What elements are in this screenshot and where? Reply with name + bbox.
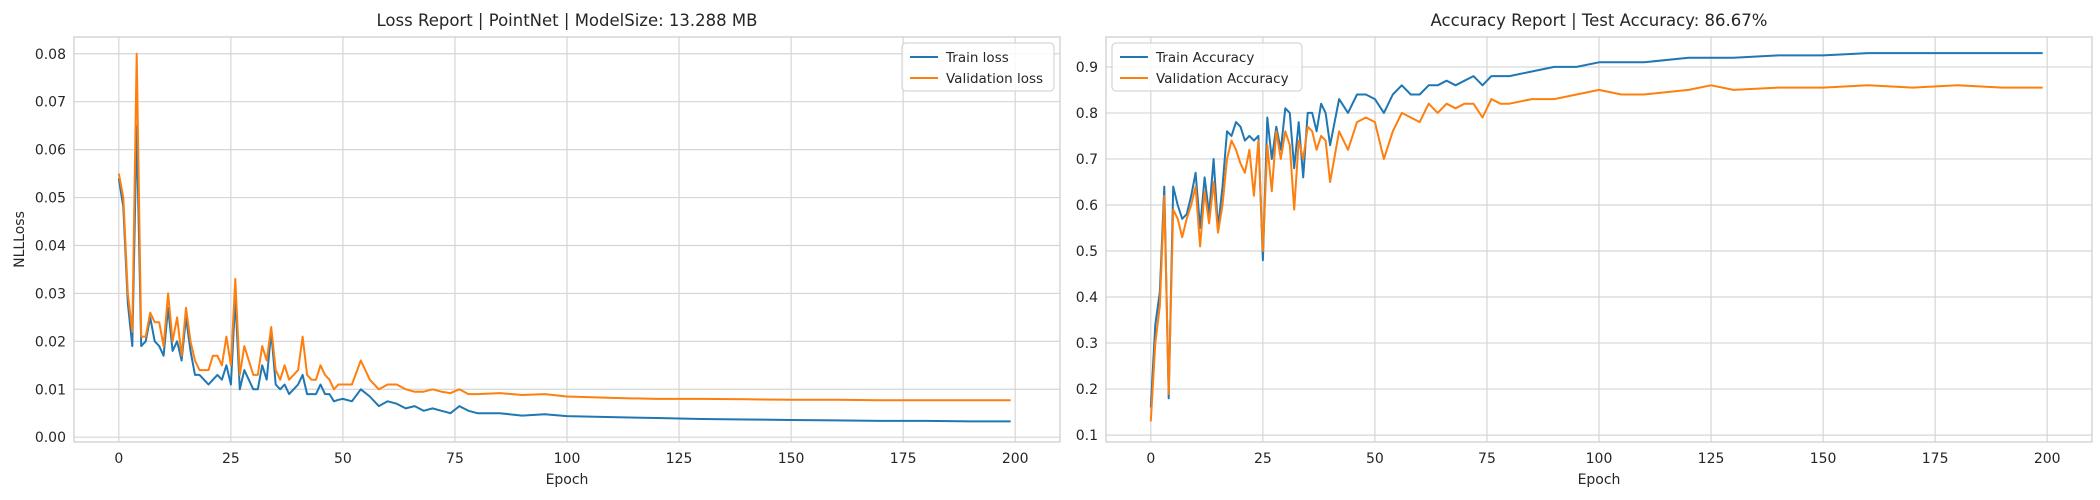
y-axis-label: NLLLoss: [12, 211, 28, 268]
x-tick-label: 0: [1146, 451, 1155, 467]
x-axis-label: Epoch: [1578, 472, 1621, 488]
legend-label: Validation loss: [946, 71, 1043, 87]
y-tick-label: 0.6: [1076, 198, 1098, 214]
y-tick-label: 0.02: [35, 334, 66, 350]
y-tick-label: 0.06: [35, 143, 66, 159]
x-tick-label: 25: [1254, 451, 1272, 467]
chart-title: Loss Report | PointNet | ModelSize: 13.2…: [377, 11, 758, 30]
y-tick-label: 0.03: [35, 286, 66, 302]
series-line-train: [1149, 52, 2043, 408]
y-tick-label: 0.08: [35, 47, 66, 63]
x-tick-label: 150: [778, 451, 805, 467]
legend: Train Accuracy Validation Accuracy: [1111, 42, 1303, 92]
series-line-validation: [117, 52, 1011, 402]
y-tick-label: 0.01: [35, 382, 66, 398]
y-tick-label: 0.04: [35, 238, 66, 254]
series-line-validation: [1149, 84, 2043, 422]
y-tick-label: 0.1: [1076, 428, 1098, 444]
y-tick-label: 0.2: [1076, 382, 1098, 398]
plot-frame: [1105, 36, 2093, 443]
y-tick-label: 0.05: [35, 191, 66, 207]
legend: Train loss Validation loss: [901, 42, 1055, 92]
x-tick-label: 0: [114, 451, 123, 467]
x-tick-label: 75: [1478, 451, 1496, 467]
y-tick-label: 0.9: [1076, 60, 1098, 76]
x-tick-label: 125: [1698, 451, 1725, 467]
legend-box: [1111, 42, 1303, 92]
x-tick-label: 175: [1922, 451, 1949, 467]
legend-box: [901, 42, 1055, 92]
chart-title: Accuracy Report | Test Accuracy: 86.67%: [1431, 11, 1768, 30]
y-tick-label: 0.7: [1076, 152, 1098, 168]
y-tick-label: 0.5: [1076, 244, 1098, 260]
y-tick-label: 0.3: [1076, 336, 1098, 352]
x-tick-label: 175: [890, 451, 917, 467]
x-tick-label: 100: [554, 451, 581, 467]
legend-label: Validation Accuracy: [1156, 71, 1289, 87]
chart-panel-2: 0 25 50 75 100 125 150 175 200 0.1 0.2 0.3 0.4 0.5 0.6…: [1076, 11, 2093, 488]
y-tick-label: 0.8: [1076, 106, 1098, 122]
x-tick-label: 200: [2034, 451, 2061, 467]
chart-panel-1: 0 25 50 75 100 125 150 175 200 0.00 0.01 0.02 0.03 0.…: [12, 11, 1061, 488]
x-tick-label: 50: [334, 451, 352, 467]
plot-frame: [73, 36, 1061, 443]
legend-label: Train Accuracy: [1155, 50, 1254, 66]
x-tick-label: 75: [446, 451, 464, 467]
x-tick-label: 200: [1002, 451, 1029, 467]
legend-label: Train loss: [945, 50, 1009, 66]
x-tick-label: 50: [1366, 451, 1384, 467]
x-axis-label: Epoch: [546, 472, 589, 488]
x-tick-label: 150: [1810, 451, 1837, 467]
series-line-train: [117, 124, 1011, 423]
y-tick-label: 0.07: [35, 95, 66, 111]
x-tick-label: 100: [1586, 451, 1613, 467]
x-tick-label: 125: [666, 451, 693, 467]
y-tick-label: 0.00: [35, 430, 66, 446]
x-tick-label: 25: [222, 451, 240, 467]
y-tick-label: 0.4: [1076, 290, 1098, 306]
